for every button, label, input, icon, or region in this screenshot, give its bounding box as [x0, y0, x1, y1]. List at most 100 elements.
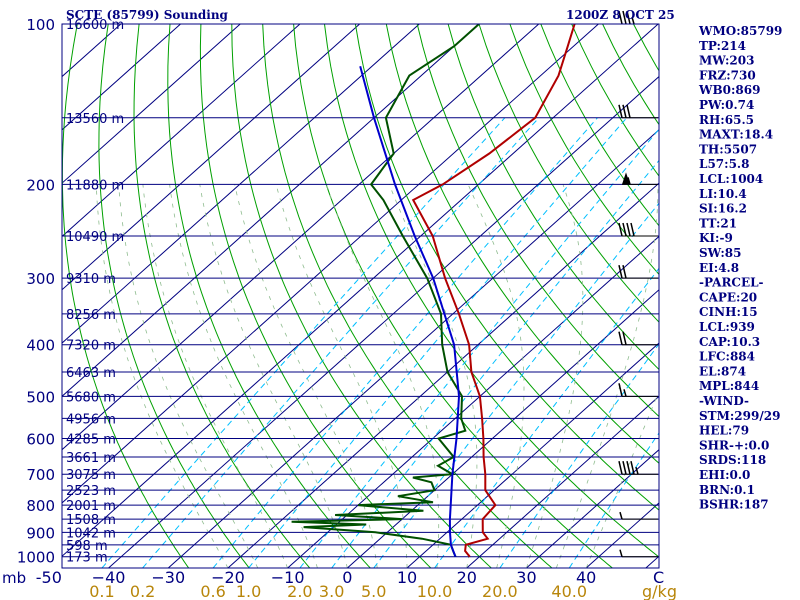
- dry-adiabat-line: [133, 24, 311, 568]
- isotherm-line: [466, 395, 659, 568]
- pressure-unit-label: mb: [2, 569, 26, 587]
- height-label: 13560 m: [66, 112, 124, 127]
- dry-adiabat-line: [385, 24, 659, 464]
- dry-adiabat-line: [62, 24, 190, 568]
- height-label: 5680 m: [66, 390, 116, 405]
- temperature-tick-label: −10: [271, 568, 305, 587]
- stat-line: EI:4.8: [699, 261, 739, 275]
- wind-barb-feather: [630, 461, 635, 475]
- wind-barb-feather: [626, 461, 631, 475]
- isotherm-line: [62, 24, 540, 451]
- stat-line: SI:16.2: [699, 202, 747, 216]
- temperature-tick-label: 10: [397, 568, 417, 587]
- moist-adiabat-line: [555, 184, 659, 568]
- stat-line: MAXT:18.4: [699, 128, 773, 142]
- wind-barb-feather: [622, 104, 627, 118]
- wind-barb: [619, 511, 658, 520]
- isotherm-line: [167, 129, 659, 568]
- stats-panel: WMO:85799TP:214MW:203FRZ:730WB0:869PW:0.…: [698, 24, 782, 512]
- temperature-profile-line: [411, 24, 576, 558]
- height-label: 1042 m: [66, 526, 116, 541]
- pressure-tick-label: 300: [26, 270, 55, 288]
- dry-adiabat-line: [447, 24, 659, 371]
- pressure-tick-label: 600: [26, 431, 55, 449]
- height-label: 6463 m: [66, 366, 116, 381]
- isotherm-line: [62, 24, 241, 184]
- pressure-tick-label: 400: [26, 337, 55, 355]
- wind-barb-feather: [618, 461, 623, 475]
- mixing-ratio-label: 2.0: [287, 582, 312, 600]
- dry-adiabat-line: [98, 24, 250, 568]
- height-label: 8256 m: [66, 308, 116, 323]
- dewpoint-profile-line: [291, 24, 480, 558]
- wind-barb-feather: [618, 10, 623, 25]
- wind-barb: [618, 331, 658, 346]
- isotherm-line: [62, 24, 599, 504]
- mixing-ratio-label: 40.0: [551, 582, 587, 600]
- wind-barb-feather: [622, 331, 627, 345]
- isotherm-line: [62, 24, 420, 344]
- wind-barb-feather: [618, 264, 623, 279]
- wind-barb-feather: [626, 222, 631, 237]
- wind-barb: [618, 222, 658, 237]
- station-title: SCTE (85799) Sounding: [66, 8, 229, 22]
- height-label: 7320 m: [66, 339, 116, 354]
- stat-line: L57:5.8: [699, 157, 749, 171]
- mixing-ratio-unit-label: g/kg: [642, 582, 677, 600]
- dry-adiabat-line: [540, 24, 659, 227]
- mixing-ratio-label: 5.0: [361, 582, 386, 600]
- dry-adiabat-line: [354, 24, 659, 511]
- moist-adiabat-line: [388, 184, 478, 568]
- height-label: 2001 m: [66, 499, 116, 514]
- dry-adiabat-line: [571, 24, 659, 177]
- temperature-tick-label: −20: [211, 568, 245, 587]
- height-label: 11880 m: [66, 178, 124, 193]
- wind-barb-half: [619, 511, 623, 520]
- stat-line: BSHR:187: [699, 498, 769, 512]
- wind-barb-feather: [626, 10, 631, 25]
- stat-line: TP:214: [699, 39, 746, 53]
- isotherm-line: [0, 24, 61, 568]
- height-label: 1508 m: [66, 513, 116, 528]
- isotherm-line: [62, 24, 360, 291]
- stat-line: EHI:0.0: [699, 468, 750, 482]
- height-label: 173 m: [66, 551, 108, 566]
- moist-adiabat-line: [169, 184, 318, 568]
- isotherm-line: [62, 24, 480, 398]
- dry-adiabat-line: [231, 24, 492, 568]
- wind-barb-feather: [622, 264, 627, 279]
- stat-line: WB0:869: [698, 83, 760, 97]
- stat-line: -PARCEL-: [699, 276, 764, 290]
- height-label: 16600 m: [66, 18, 124, 33]
- moist-adiabat-line: [234, 184, 378, 568]
- mixing-ratio-label: 10.0: [417, 582, 453, 600]
- temperature-tick-label: −30: [151, 568, 185, 587]
- pressure-tick-label: 100: [26, 16, 55, 34]
- height-label: 9310 m: [66, 272, 116, 287]
- stat-line: BRN:0.1: [699, 483, 755, 497]
- plot-frame: [61, 23, 660, 569]
- stat-line: MW:203: [699, 54, 754, 68]
- stat-line: SHR-+:0.0: [699, 438, 769, 452]
- stat-line: CINH:15: [699, 305, 758, 319]
- moist-adiabat-line: [199, 184, 348, 568]
- temperature-tick-label: 30: [516, 568, 536, 587]
- stat-line: TH:5507: [699, 142, 757, 156]
- isotherm-line: [108, 75, 659, 568]
- wind-barb-half: [623, 389, 627, 397]
- parcel-path-line: [359, 65, 461, 558]
- pressure-tick-label: 1000: [17, 549, 55, 567]
- mixing-ratio-line: [331, 159, 659, 568]
- temperature-tick-label: -50: [36, 568, 62, 587]
- dry-adiabat-line: [262, 24, 553, 568]
- stat-line: LFC:884: [699, 350, 755, 364]
- dry-adiabat-line: [167, 24, 371, 568]
- wind-barb: [618, 383, 658, 397]
- pressure-tick-label: 900: [26, 524, 55, 542]
- height-label: 2523 m: [66, 484, 116, 499]
- mixing-ratio-label: 3.0: [319, 582, 344, 600]
- stat-line: LI:10.4: [699, 187, 747, 201]
- height-label: 598 m: [66, 539, 108, 554]
- temperature-unit-label: C: [653, 568, 664, 587]
- stat-line: CAPE:20: [699, 290, 757, 304]
